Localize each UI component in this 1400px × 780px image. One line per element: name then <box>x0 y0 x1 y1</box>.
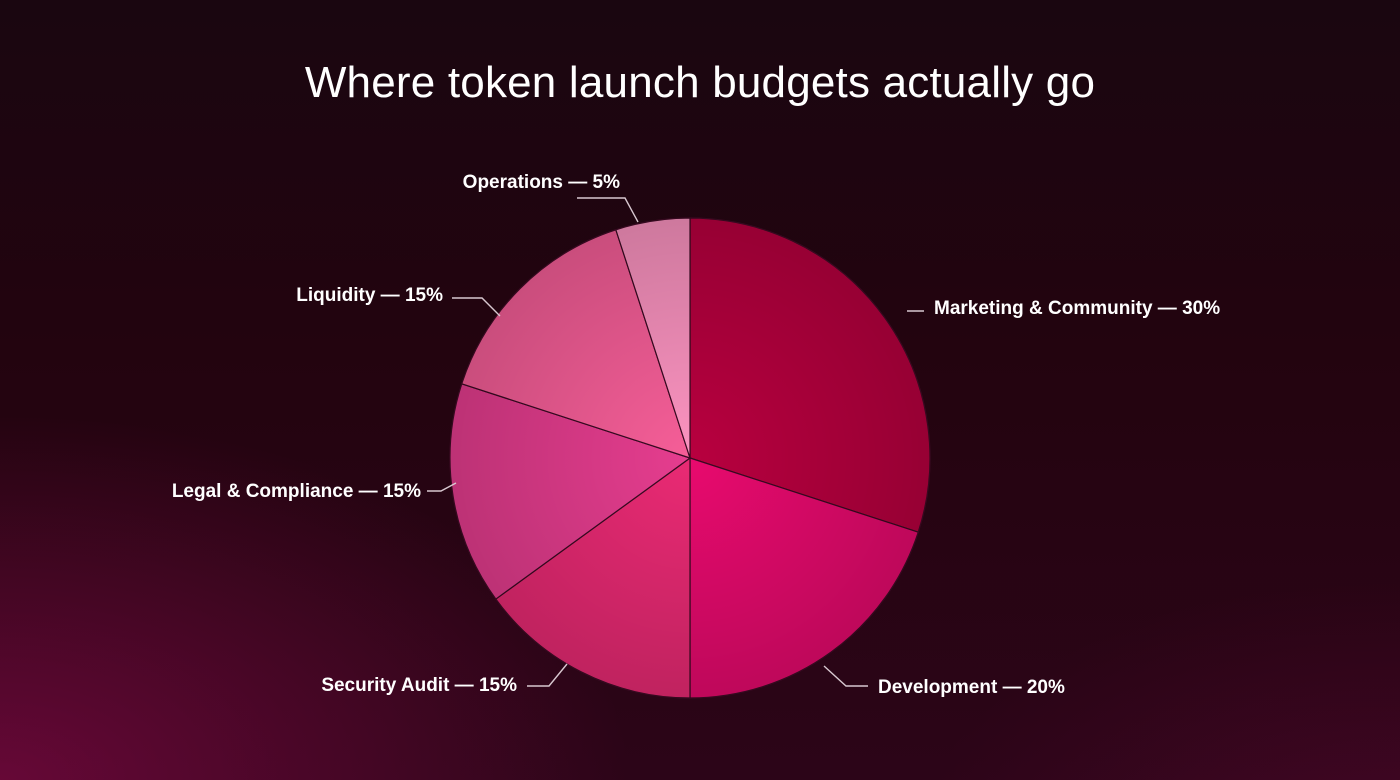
slice-label: Liquidity — 15% <box>296 285 443 306</box>
chart-title: Where token launch budgets actually go <box>304 58 1096 107</box>
slice-label: Operations — 5% <box>463 172 620 193</box>
leader-line <box>427 482 457 492</box>
leader-line <box>823 665 868 687</box>
slice-label: Legal & Compliance — 15% <box>172 481 421 502</box>
leader-line <box>527 663 568 687</box>
slice-label: Marketing & Community — 30% <box>934 298 1220 319</box>
slice-label: Security Audit — 15% <box>321 675 517 696</box>
leader-line <box>452 297 501 317</box>
leader-line <box>577 197 639 223</box>
slice-label: Development — 20% <box>878 677 1065 698</box>
